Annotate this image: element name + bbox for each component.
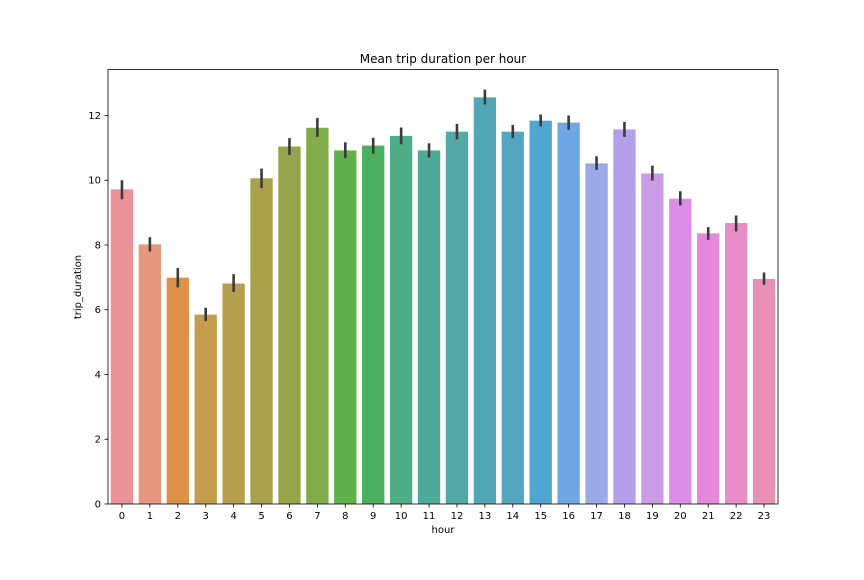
bar-hour-23 xyxy=(752,278,776,504)
x-tick-label: 2 xyxy=(175,511,181,522)
bar-hour-18 xyxy=(613,129,636,505)
bar-hour-16 xyxy=(557,122,580,504)
x-tick-label: 8 xyxy=(342,511,348,522)
bar-hour-3 xyxy=(194,314,217,504)
y-tick-label: 0 xyxy=(95,500,101,511)
bar-hour-15 xyxy=(529,120,552,505)
x-tick-label: 17 xyxy=(590,511,603,522)
y-tick-label: 8 xyxy=(95,240,101,251)
y-tick-label: 6 xyxy=(95,305,101,316)
bar-hour-4 xyxy=(222,283,245,504)
chart-title: Mean trip duration per hour xyxy=(360,52,527,66)
y-tick-label: 10 xyxy=(88,176,101,187)
bar-hour-6 xyxy=(278,146,301,504)
bar-hour-10 xyxy=(389,135,413,504)
plot-frame xyxy=(107,69,779,505)
bar-hour-20 xyxy=(669,198,692,504)
y-tick-label: 2 xyxy=(95,435,101,446)
y-tick-label: 12 xyxy=(88,111,101,122)
bars-layer xyxy=(110,97,776,505)
error-bars-layer xyxy=(120,89,766,322)
bar-hour-8 xyxy=(334,150,357,504)
bar-hour-2 xyxy=(166,277,189,504)
bar-hour-22 xyxy=(724,222,748,504)
x-tick-label: 1 xyxy=(147,511,153,522)
x-tick-label: 7 xyxy=(314,511,320,522)
x-tick-label: 22 xyxy=(730,511,743,522)
x-tick-label: 18 xyxy=(618,511,631,522)
y-tick-label: 4 xyxy=(95,370,101,381)
x-tick-label: 10 xyxy=(395,511,408,522)
bar-hour-12 xyxy=(445,131,469,504)
x-tick-label: 23 xyxy=(758,511,771,522)
x-tick-label: 5 xyxy=(258,511,264,522)
x-tick-label: 20 xyxy=(674,511,687,522)
bar-hour-1 xyxy=(138,244,162,504)
x-tick-label: 9 xyxy=(370,511,376,522)
y-axis-label: trip_duration xyxy=(73,255,84,319)
bar-hour-11 xyxy=(417,150,441,504)
x-tick-label: 13 xyxy=(479,511,492,522)
bar-hour-0 xyxy=(110,189,134,504)
x-axis-label: hour xyxy=(432,525,456,536)
x-tick-label: 3 xyxy=(203,511,209,522)
x-axis: 0 1 2 3 4 5 6 7 8 9 10 11 12 13 14 15 16 17 18 19 20 21 22 23 xyxy=(119,504,771,522)
x-tick-label: 16 xyxy=(562,511,575,522)
bar-hour-13 xyxy=(473,97,497,504)
bar-hour-9 xyxy=(362,145,385,504)
bar-hour-17 xyxy=(585,163,608,505)
bar-hour-7 xyxy=(306,127,329,504)
x-tick-label: 14 xyxy=(506,511,519,522)
x-tick-label: 11 xyxy=(423,511,436,522)
bar-hour-19 xyxy=(641,173,664,504)
x-tick-label: 15 xyxy=(534,511,547,522)
x-tick-label: 6 xyxy=(286,511,292,522)
y-axis: 0 2 4 6 8 10 12 xyxy=(88,111,108,511)
x-tick-label: 19 xyxy=(646,511,659,522)
bar-hour-5 xyxy=(250,178,273,505)
bar-hour-21 xyxy=(697,233,720,504)
x-tick-label: 0 xyxy=(119,511,125,522)
x-tick-label: 12 xyxy=(451,511,464,522)
x-tick-label: 4 xyxy=(230,511,236,522)
bar-hour-14 xyxy=(501,131,524,504)
x-tick-label: 21 xyxy=(702,511,715,522)
